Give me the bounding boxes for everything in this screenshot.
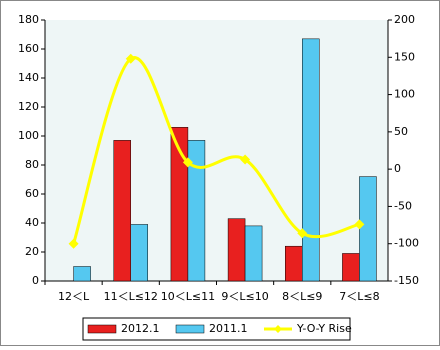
bar (113, 140, 131, 282)
y-tick-label: 100 (18, 129, 39, 142)
y-tick-label: 20 (25, 245, 39, 258)
line-marker (68, 238, 79, 249)
bar (285, 245, 303, 282)
bar (244, 225, 263, 282)
y2-tick-label: -50 (394, 199, 412, 212)
y2-tick-label: 0 (394, 162, 401, 175)
bar (73, 266, 91, 282)
bar (130, 224, 148, 282)
legend-box (82, 317, 351, 341)
y-tick-label: 40 (25, 216, 39, 229)
y2-tick-label: -100 (394, 237, 419, 250)
x-tick-label: 8＜L≤9 (282, 290, 322, 303)
y-tick-label: 140 (18, 71, 39, 84)
y2-tick-label: -150 (394, 274, 419, 287)
y2-tick-label: 150 (394, 50, 415, 63)
y-tick-label: 0 (32, 274, 39, 287)
y2-tick-label: 200 (394, 13, 415, 26)
y2-tick-label: 50 (394, 125, 408, 138)
bar (187, 140, 206, 282)
y-tick-label: 180 (18, 13, 39, 26)
bar (227, 218, 246, 282)
legend-swatch (87, 324, 117, 334)
legend-marker (274, 325, 282, 333)
line-marker (182, 157, 193, 168)
y-tick-label: 80 (25, 158, 39, 171)
bar (359, 176, 377, 282)
x-tick-label: 11＜L≤12 (104, 290, 158, 303)
legend-label: Y-O-Y Rise (296, 322, 352, 335)
y-tick-label: 120 (18, 100, 39, 113)
plot-area (45, 20, 388, 281)
bar (302, 38, 320, 282)
line-marker (297, 228, 308, 239)
bar (342, 253, 360, 282)
x-tick-label: 10＜L≤11 (161, 290, 215, 303)
legend-swatch (175, 324, 205, 334)
line-marker (125, 53, 136, 64)
x-tick-label: 7＜L≤8 (339, 290, 379, 303)
y-tick-label: 60 (25, 187, 39, 200)
x-tick-label: 9＜L≤10 (221, 290, 268, 303)
legend-label: 2011.1 (209, 322, 248, 335)
legend-label: 2012.1 (121, 322, 160, 335)
y2-tick-label: 100 (394, 88, 415, 101)
line-marker (354, 219, 365, 230)
x-tick-label: 12＜L (58, 290, 90, 303)
line-marker (240, 154, 251, 165)
y-tick-label: 160 (18, 42, 39, 55)
